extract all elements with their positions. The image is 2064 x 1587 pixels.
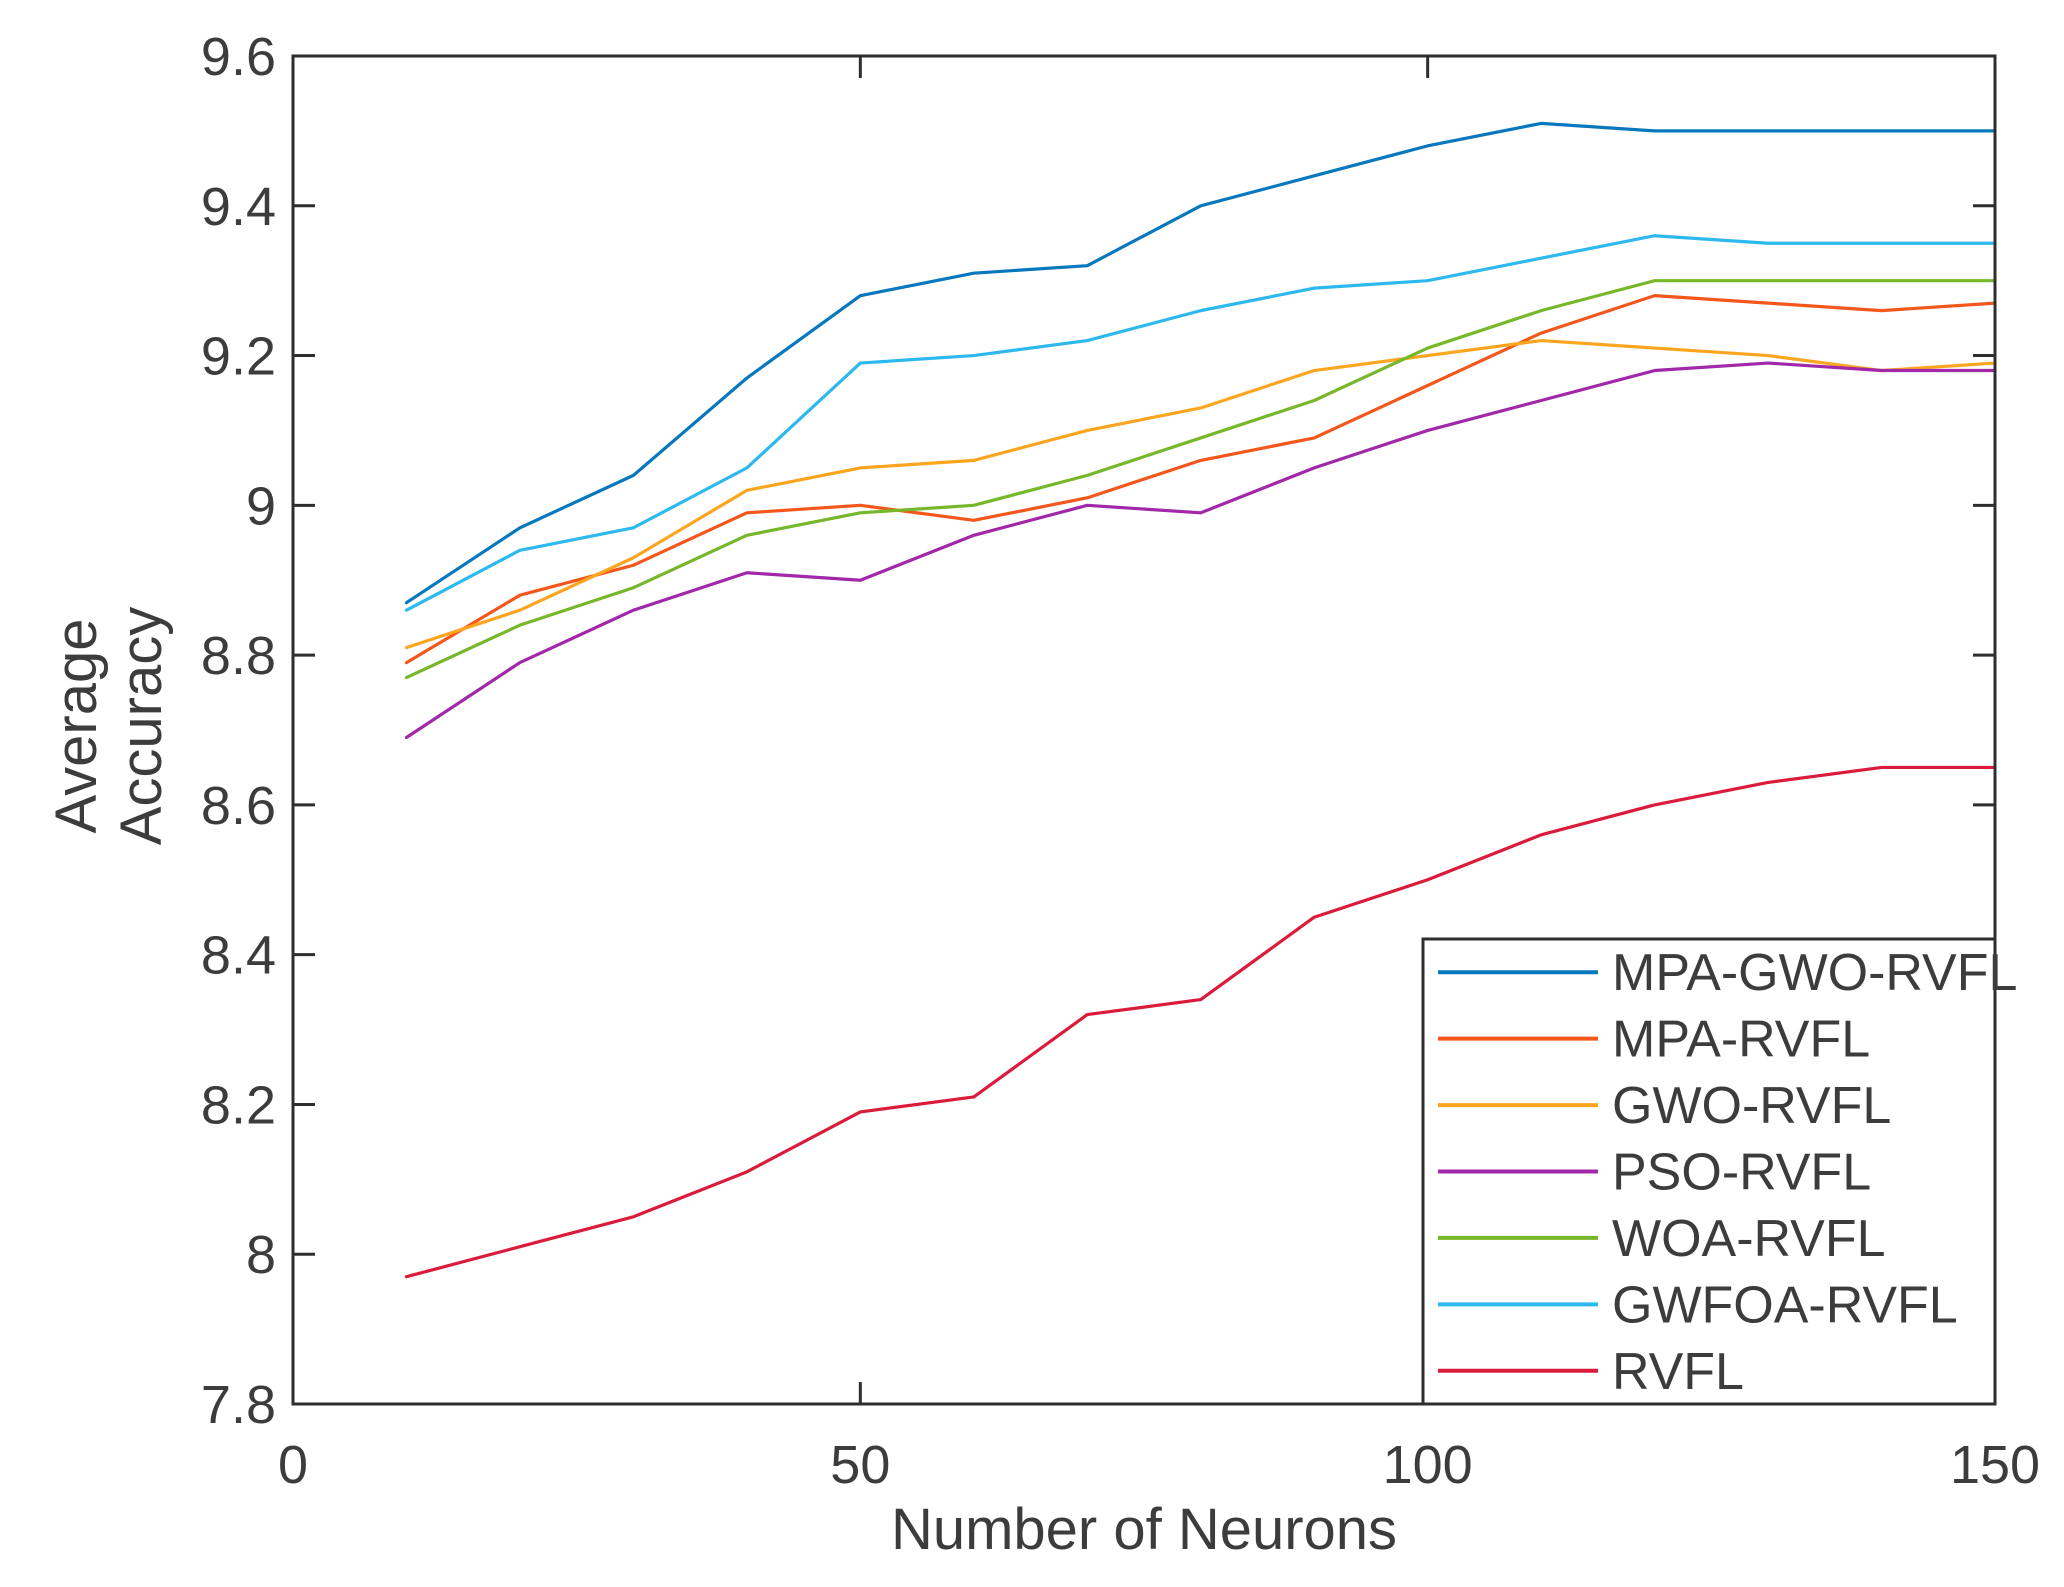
x-axis-label: Number of Neurons: [890, 1497, 1398, 1562]
axis-ticks: [291, 54, 1997, 1406]
x-tick-label: 100: [1383, 1435, 1473, 1495]
legend-label: RVFL: [1612, 1343, 1744, 1401]
x-tick-label: 0: [278, 1435, 308, 1495]
legend-label: PSO-RVFL: [1612, 1144, 1871, 1202]
legend: MPA-GWO-RVFL MPA-RVFL GWO-RVFL PSO-RVFL WOA-…: [1421, 937, 2017, 1406]
y-tick-label: 8.8: [201, 626, 276, 686]
series-line-rvfl: [404, 765, 1997, 1279]
legend-item-gwo-rvfl: GWO-RVFL: [1438, 1077, 1891, 1135]
y-tick-label: 8.2: [201, 1075, 276, 1135]
y-tick-label: 9.2: [201, 327, 276, 387]
y-tick-label: 9: [246, 476, 276, 536]
legend-item-mpa-gwo-rvfl: MPA-GWO-RVFL: [1438, 944, 2017, 1002]
legend-item-pso-rvfl: PSO-RVFL: [1438, 1144, 1871, 1202]
series-line-mpa-rvfl: [404, 294, 1997, 665]
y-tick-label: 9.4: [201, 177, 276, 237]
x-tick-label: 50: [830, 1435, 890, 1495]
legend-item-gwfoa-rvfl: GWFOA-RVFL: [1438, 1276, 1958, 1334]
legend-item-rvfl: RVFL: [1438, 1343, 1744, 1401]
plot-box: [291, 54, 1997, 1406]
series-line-mpa-gwo-rvfl: [404, 121, 1997, 605]
y-tick-label: 8.4: [201, 926, 276, 986]
y-axis-label-line2: Accuracy: [109, 606, 174, 846]
series-line-woa-rvfl: [404, 279, 1997, 680]
y-tick-label: 7.8: [201, 1375, 276, 1435]
legend-label: GWO-RVFL: [1612, 1077, 1891, 1135]
legend-label: WOA-RVFL: [1612, 1210, 1886, 1268]
legend-label: MPA-RVFL: [1612, 1011, 1870, 1069]
legend-label: GWFOA-RVFL: [1612, 1276, 1958, 1334]
y-tick-label: 8.6: [201, 776, 276, 836]
y-axis-label-line1: Average: [44, 618, 110, 834]
legend-item-mpa-rvfl: MPA-RVFL: [1438, 1011, 1870, 1069]
y-tick-label: 8: [246, 1225, 276, 1285]
series-line-gwo-rvfl: [404, 338, 1997, 650]
x-tick-label: 150: [1950, 1435, 2040, 1495]
y-axis-label: Average Accuracy: [44, 606, 175, 846]
y-tick-label: 9.6: [201, 27, 276, 87]
series-line-gwfoa-rvfl: [404, 234, 1997, 612]
series-line-pso-rvfl: [404, 361, 1997, 740]
legend-item-woa-rvfl: WOA-RVFL: [1438, 1210, 1886, 1268]
legend-label: MPA-GWO-RVFL: [1612, 944, 2017, 1002]
